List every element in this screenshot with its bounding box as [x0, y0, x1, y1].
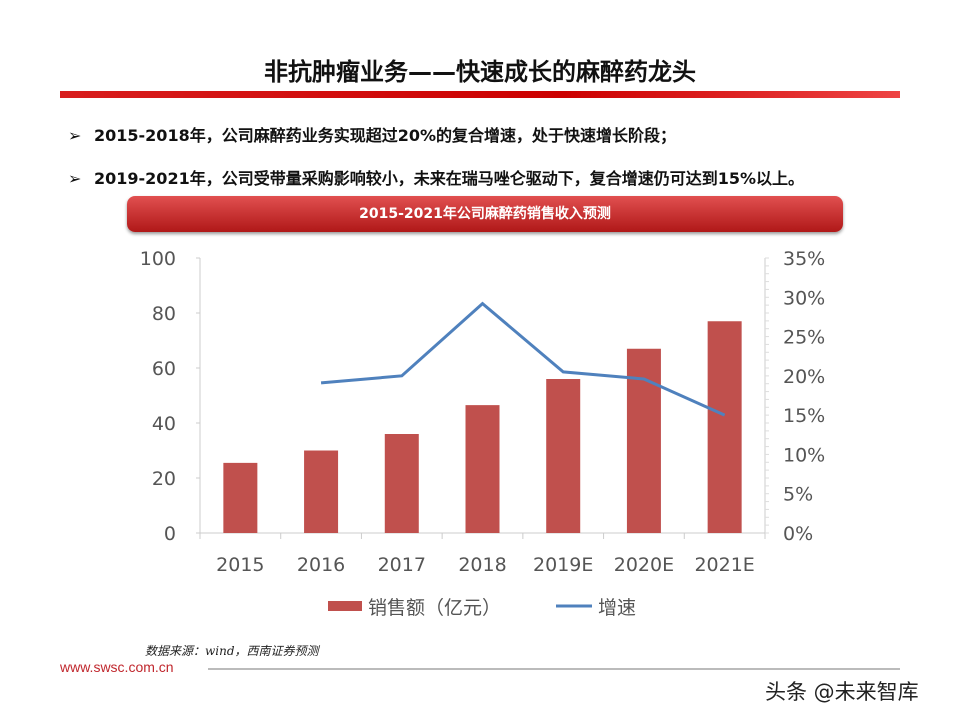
legend-line-label: 增速	[598, 597, 636, 619]
y-tick-label: 20	[152, 468, 176, 490]
bar	[223, 462, 258, 533]
y-tick-label: 100	[140, 248, 176, 270]
arrow-right-icon: ➢	[68, 169, 82, 188]
bar	[546, 379, 581, 533]
bar	[384, 434, 419, 533]
y2-tick-label: 0%	[783, 523, 813, 545]
x-tick-label: 2020E	[614, 554, 674, 576]
bullet-text: 2019-2021年，公司受带量采购影响较小，未来在瑞马唑仑驱动下，复合增速仍可…	[94, 169, 805, 188]
x-tick-label: 2019E	[533, 554, 593, 576]
arrow-right-icon: ➢	[68, 126, 82, 145]
y2-tick-label: 30%	[783, 287, 825, 309]
legend-bar-label: 销售额（亿元）	[368, 597, 501, 619]
y2-tick-label: 20%	[783, 366, 825, 388]
bullet-1: ➢ 2015-2018年，公司麻醉药业务实现超过20%的复合增速，处于快速增长阶段…	[68, 122, 676, 146]
x-tick-label: 2021E	[694, 554, 754, 576]
footer-divider	[208, 668, 900, 670]
bar	[304, 450, 339, 533]
bullet-text: 2015-2018年，公司麻醉药业务实现超过20%的复合增速，处于快速增长阶段；	[94, 126, 677, 145]
watermark: 头条 @未来智库	[765, 680, 919, 704]
y2-tick-label: 25%	[783, 327, 825, 349]
legend-bar-swatch	[328, 601, 362, 611]
x-tick-label: 2015	[216, 554, 264, 576]
y-tick-label: 0	[164, 523, 176, 545]
y2-tick-label: 10%	[783, 444, 825, 466]
title-divider	[60, 91, 900, 98]
y-tick-label: 80	[152, 303, 176, 325]
data-source: 数据来源：wind，西南证券预测	[145, 644, 319, 658]
bullet-2: ➢ 2019-2021年，公司受带量采购影响较小，未来在瑞马唑仑驱动下，复合增速仍…	[68, 165, 804, 189]
growth-line	[320, 301, 726, 417]
y-tick-label: 40	[152, 413, 176, 435]
website-url[interactable]: www.swsc.com.cn	[60, 659, 174, 675]
page-title: 非抗肿瘤业务——快速成长的麻醉药龙头	[264, 58, 696, 86]
y2-tick-label: 35%	[783, 248, 825, 270]
y-tick-label: 60	[152, 358, 176, 380]
y2-tick-label: 15%	[783, 405, 825, 427]
x-tick-label: 2018	[458, 554, 506, 576]
y2-tick-label: 5%	[783, 484, 813, 506]
bar	[707, 321, 742, 533]
bar	[465, 405, 500, 533]
bar	[626, 348, 661, 533]
x-tick-label: 2017	[378, 554, 426, 576]
x-tick-label: 2016	[297, 554, 345, 576]
chart-title: 2015-2021年公司麻醉药销售收入预测	[127, 196, 843, 232]
